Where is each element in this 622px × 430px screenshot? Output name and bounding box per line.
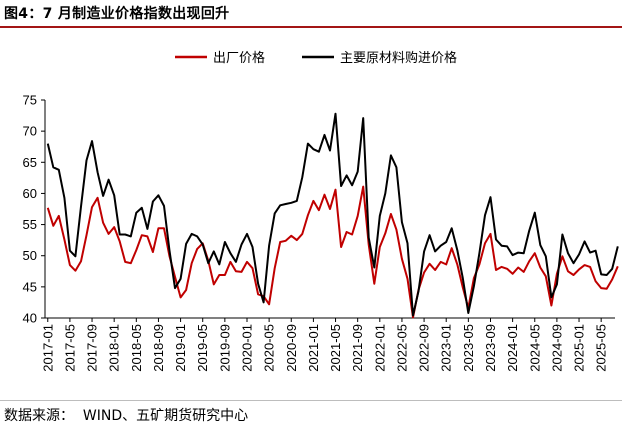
y-tick-label: 40	[23, 311, 37, 326]
x-tick-label: 2018-09	[151, 324, 166, 372]
x-axis-ticks: 2017-01 2017-05 2017-09 2018-01 2018-05 2018-…	[40, 318, 609, 372]
series-lines	[46, 112, 619, 319]
x-tick-label: 2023-05	[461, 324, 476, 372]
x-tick-label: 2020-09	[284, 324, 299, 372]
footer-divider	[0, 400, 622, 401]
x-tick-label: 2017-05	[62, 324, 77, 372]
legend-label-factory-price: 出厂价格	[213, 50, 265, 66]
y-tick-label: 55	[23, 217, 37, 232]
x-tick-label: 2022-05	[394, 324, 409, 372]
x-tick-label: 2023-09	[483, 324, 498, 372]
chart-legend: 出厂价格 主要原材料购进价格	[175, 50, 457, 66]
y-tick-label: 50	[23, 248, 37, 263]
y-tick-label: 75	[23, 93, 37, 108]
x-tick-label: 2020-05	[262, 324, 277, 372]
x-tick-label: 2025-05	[594, 324, 609, 372]
x-tick-label: 2024-09	[549, 324, 564, 372]
series-line-factory-price	[46, 185, 619, 319]
figure-title: 图4：7 月制造业价格指数出现回升	[4, 6, 230, 22]
legend-label-raw-material-price: 主要原材料购进价格	[340, 50, 457, 66]
x-tick-label: 2018-05	[129, 324, 144, 372]
series-line-raw-material-price	[46, 112, 619, 317]
source-note: 数据来源： WIND、五矿期货研究中心	[4, 405, 248, 425]
y-axis-ticks: 40 45 50 55 60 65 70 75	[23, 93, 45, 326]
x-tick-label: 2023-01	[439, 324, 454, 372]
y-tick-label: 60	[23, 186, 37, 201]
x-tick-label: 2024-01	[505, 324, 520, 372]
x-tick-label: 2021-05	[328, 324, 343, 372]
source-value: WIND、五矿期货研究中心	[82, 408, 249, 424]
x-tick-label: 2024-05	[527, 324, 542, 372]
x-tick-label: 2017-09	[85, 324, 100, 372]
x-tick-label: 2021-01	[306, 324, 321, 372]
x-tick-label: 2019-09	[217, 324, 232, 372]
x-tick-label: 2025-01	[572, 324, 587, 372]
x-tick-label: 2022-01	[372, 324, 387, 372]
x-tick-label: 2021-09	[350, 324, 365, 372]
x-tick-label: 2019-01	[173, 324, 188, 372]
y-tick-label: 45	[23, 279, 37, 294]
source-label: 数据来源：	[4, 408, 74, 424]
x-tick-label: 2020-01	[239, 324, 254, 372]
y-tick-label: 65	[23, 155, 37, 170]
y-tick-label: 70	[23, 124, 37, 139]
x-tick-label: 2019-05	[195, 324, 210, 372]
x-tick-label: 2017-01	[40, 324, 55, 372]
title-underline	[0, 26, 622, 28]
x-tick-label: 2022-09	[417, 324, 432, 372]
x-tick-label: 2018-01	[107, 324, 122, 372]
